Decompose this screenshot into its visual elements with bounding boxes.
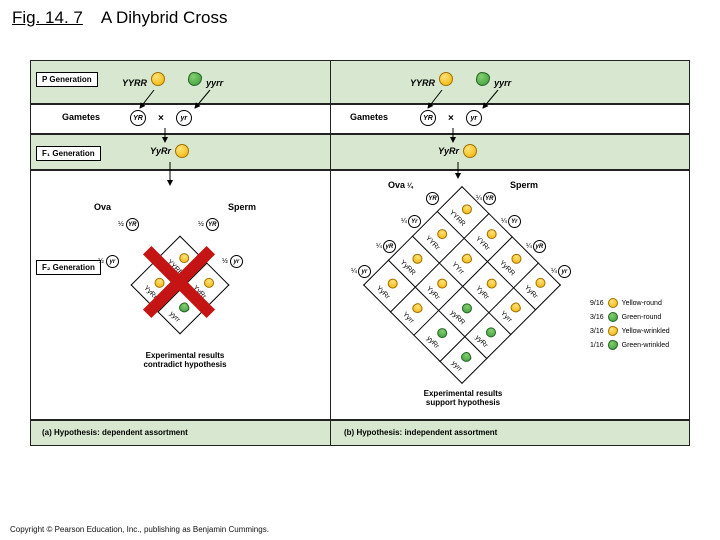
result-a-text: Experimental results contradict hypothes… [130, 352, 240, 370]
yellow-round-seed-icon [608, 298, 618, 308]
gametes-label-a: Gametes [62, 112, 100, 122]
f1-geno-b: YyRr [438, 146, 459, 156]
p-generation-label: P Generation [36, 72, 98, 87]
green-wrinkled-seed-icon [476, 72, 490, 86]
yellow-wr-seed-icon [508, 300, 522, 314]
yellow-round-seed-icon [509, 252, 523, 266]
f2-band [30, 170, 690, 420]
figure-name: A Dihybrid Cross [101, 8, 228, 27]
result-b-text: Experimental results support hypothesis [408, 390, 518, 408]
panel-divider [330, 60, 331, 446]
yellow-wr-seed-icon [411, 301, 425, 315]
f1-a: YyRr [150, 144, 189, 158]
yellow-round-seed-icon [410, 251, 424, 265]
gametes-a: YR × yr [130, 110, 192, 126]
ova-label-a: Ova [94, 202, 111, 212]
green-wrinkled-seed-icon [188, 72, 202, 86]
yellow-round-seed-icon [485, 227, 499, 241]
ova-YR-a: ½ YR [118, 218, 139, 231]
yellow-round-seed-icon [439, 72, 453, 86]
green-wr-seed-icon [459, 350, 473, 364]
green-round-seed-icon [435, 326, 449, 340]
yellow-round-seed-icon [151, 72, 165, 86]
panel-a-caption: (a) Hypothesis: dependent assortment [36, 425, 194, 440]
yellow-round-seed-icon [175, 144, 189, 158]
ova-g1: YR [426, 192, 439, 205]
yellow-round-seed-icon [435, 227, 449, 241]
cross-symbol: × [158, 113, 164, 124]
green-round-seed-icon [460, 301, 474, 315]
green-wrinkled-seed-icon [608, 340, 618, 350]
phenotype-legend: 9/16Yellow-round 3/16Green-round 3/16Yel… [590, 298, 670, 354]
f1-geno-a: YyRr [150, 146, 171, 156]
gamete-YR: YR [130, 110, 146, 126]
p2-genotype-b: yyrr [494, 78, 511, 88]
gamete-YR-b: YR [420, 110, 436, 126]
yellow-round-seed-icon [459, 202, 473, 216]
ova-g2: ¼Yr [401, 215, 421, 228]
yellow-wrinkled-seed-icon [608, 326, 618, 336]
gamete-yr: yr [176, 110, 192, 126]
ova-g4: ¼yr [351, 265, 371, 278]
yellow-round-seed-icon [485, 277, 499, 291]
legend-yr: 9/16Yellow-round [590, 298, 670, 308]
sperm-label-b: Sperm [510, 180, 538, 190]
ova-yr-a: ½ yr [98, 255, 119, 268]
yellow-round-seed-icon [463, 144, 477, 158]
ova-label-b: Ova¼ [388, 180, 413, 190]
sperm-label-a: Sperm [228, 202, 256, 212]
p1-genotype: YYRR [122, 78, 147, 88]
figure-number: Fig. 14. 7 [12, 8, 83, 27]
copyright-text: Copyright © Pearson Education, Inc., pub… [10, 525, 269, 534]
p-panel-b: YYRR yyrr [410, 72, 511, 91]
yellow-round-seed-icon [533, 276, 547, 290]
gamete-yr-b: yr [466, 110, 482, 126]
p1-genotype-b: YYRR [410, 78, 435, 88]
gametes-label-b: Gametes [350, 112, 388, 122]
gametes-b: YR × yr [420, 110, 482, 126]
green-round-seed-icon [608, 312, 618, 322]
sperm-YR-a: ½ YR [198, 218, 219, 231]
sperm-g3: ¼yR [526, 240, 546, 253]
sperm-g4: ¼yr [551, 265, 571, 278]
f1-band [30, 134, 690, 170]
yellow-round-seed-icon [386, 276, 400, 290]
panel-b-caption: (b) Hypothesis: independent assortment [338, 425, 503, 440]
legend-gw: 1/16Green-wrinkled [590, 340, 670, 350]
f1-generation-label: F₁ Generation [36, 146, 101, 161]
green-round-seed-icon [484, 325, 498, 339]
red-x-overlay [135, 238, 225, 328]
yellow-wr-seed-icon [460, 252, 474, 266]
sperm-yr-a: ½ yr [222, 255, 243, 268]
p2-genotype: yyrr [206, 78, 223, 88]
ova-g3: ¼yR [376, 240, 396, 253]
sperm-g2: ¼Yr [501, 215, 521, 228]
cross-symbol-b: × [448, 113, 454, 124]
dihybrid-diagram: P Generation F₁ Generation F₂ Generation… [30, 60, 690, 490]
p-panel-a: YYRR yyrr [122, 72, 223, 91]
f1-b: YyRr [438, 144, 477, 158]
f2-generation-label: F₂ Generation [36, 260, 101, 275]
legend-yw: 3/16Yellow-wrinkled [590, 326, 670, 336]
legend-gr: 3/16Green-round [590, 312, 670, 322]
yellow-round-seed-icon [435, 277, 449, 291]
figure-title: Fig. 14. 7 A Dihybrid Cross [12, 8, 227, 28]
